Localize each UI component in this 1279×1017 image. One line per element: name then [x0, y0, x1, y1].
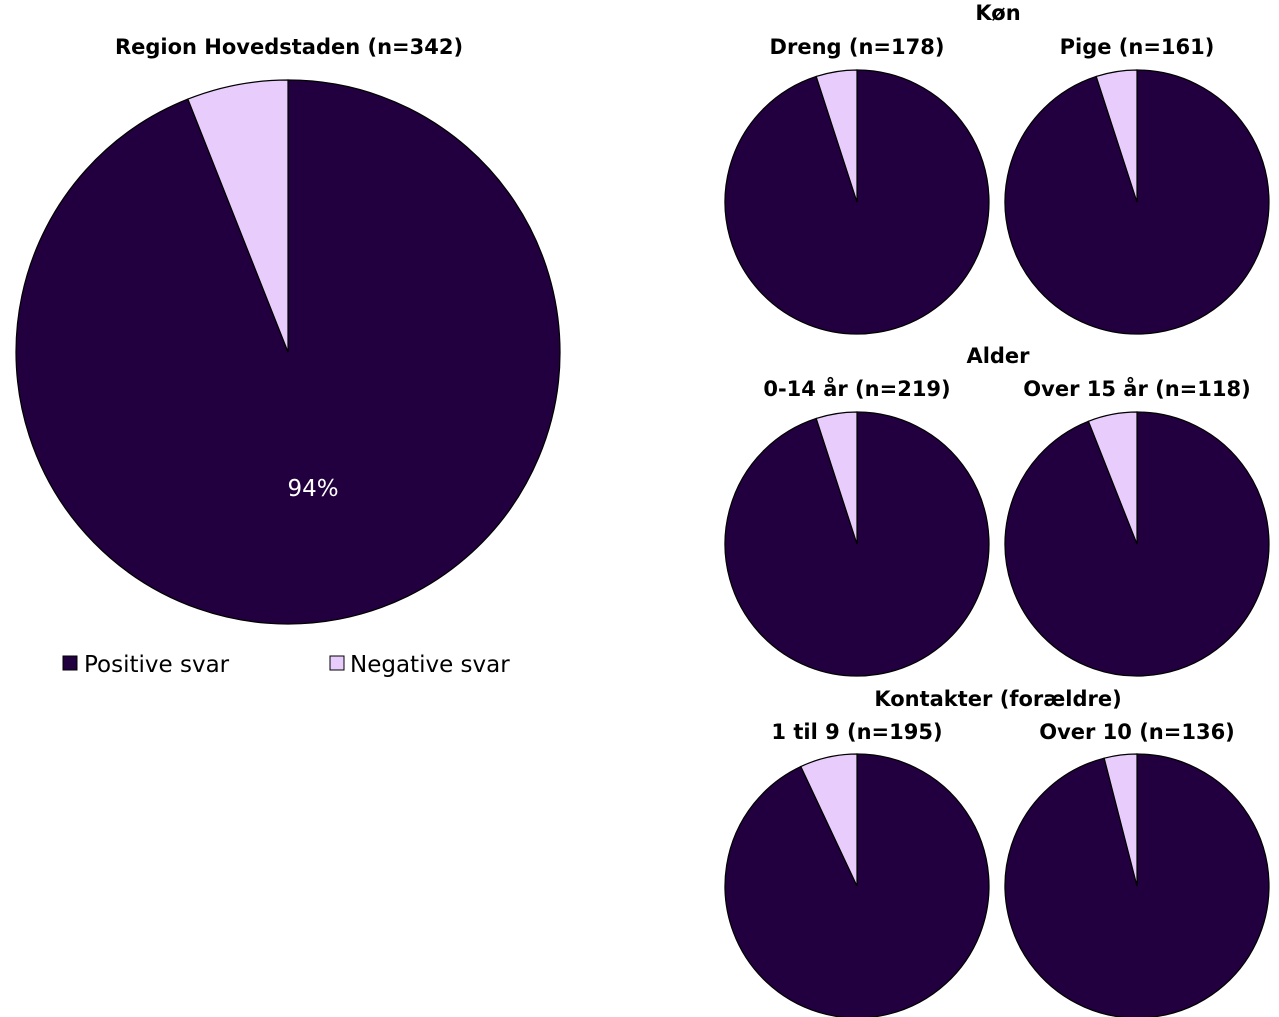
chart-title-boy: Dreng (n=178) — [770, 35, 945, 59]
legend-positive-swatch — [62, 655, 78, 671]
chart-title-girl: Pige (n=161) — [1060, 35, 1215, 59]
main-pie: 94% — [15, 79, 561, 625]
chart-title-age-over-15: Over 15 år (n=118) — [1023, 376, 1250, 401]
pie-age-over-15 — [1004, 411, 1270, 677]
negative-slice — [1103, 753, 1138, 887]
chart-title-age-0-14: 0-14 år (n=219) — [763, 376, 950, 401]
pie-age-0-14 — [724, 411, 990, 677]
legend-negative-swatch — [329, 655, 345, 671]
group-title-contacts: Kontakter (forældre) — [874, 687, 1121, 711]
chart-title-contacts-1-9: 1 til 9 (n=195) — [771, 720, 942, 744]
pie-girl — [1004, 69, 1270, 335]
pie-contacts-over-10 — [1004, 753, 1270, 1017]
negative-slice — [1087, 411, 1138, 545]
legend-negative-label: Negative svar — [350, 652, 510, 678]
negative-slice — [187, 79, 289, 353]
negative-slice — [815, 411, 858, 545]
group-title-gender: Køn — [975, 1, 1020, 25]
negative-slice — [800, 753, 858, 887]
legend-positive-label: Positive svar — [84, 652, 230, 678]
negative-slice — [815, 69, 858, 203]
pie-contacts-1-9 — [724, 753, 990, 1017]
group-title-age: Alder — [966, 344, 1030, 368]
negative-slice — [1095, 69, 1138, 203]
main-chart-title: Region Hovedstaden (n=342) — [115, 35, 463, 59]
pie-boy — [724, 69, 990, 335]
chart-title-contacts-over-10: Over 10 (n=136) — [1039, 720, 1235, 744]
positive-data-label: 94% — [287, 476, 338, 502]
